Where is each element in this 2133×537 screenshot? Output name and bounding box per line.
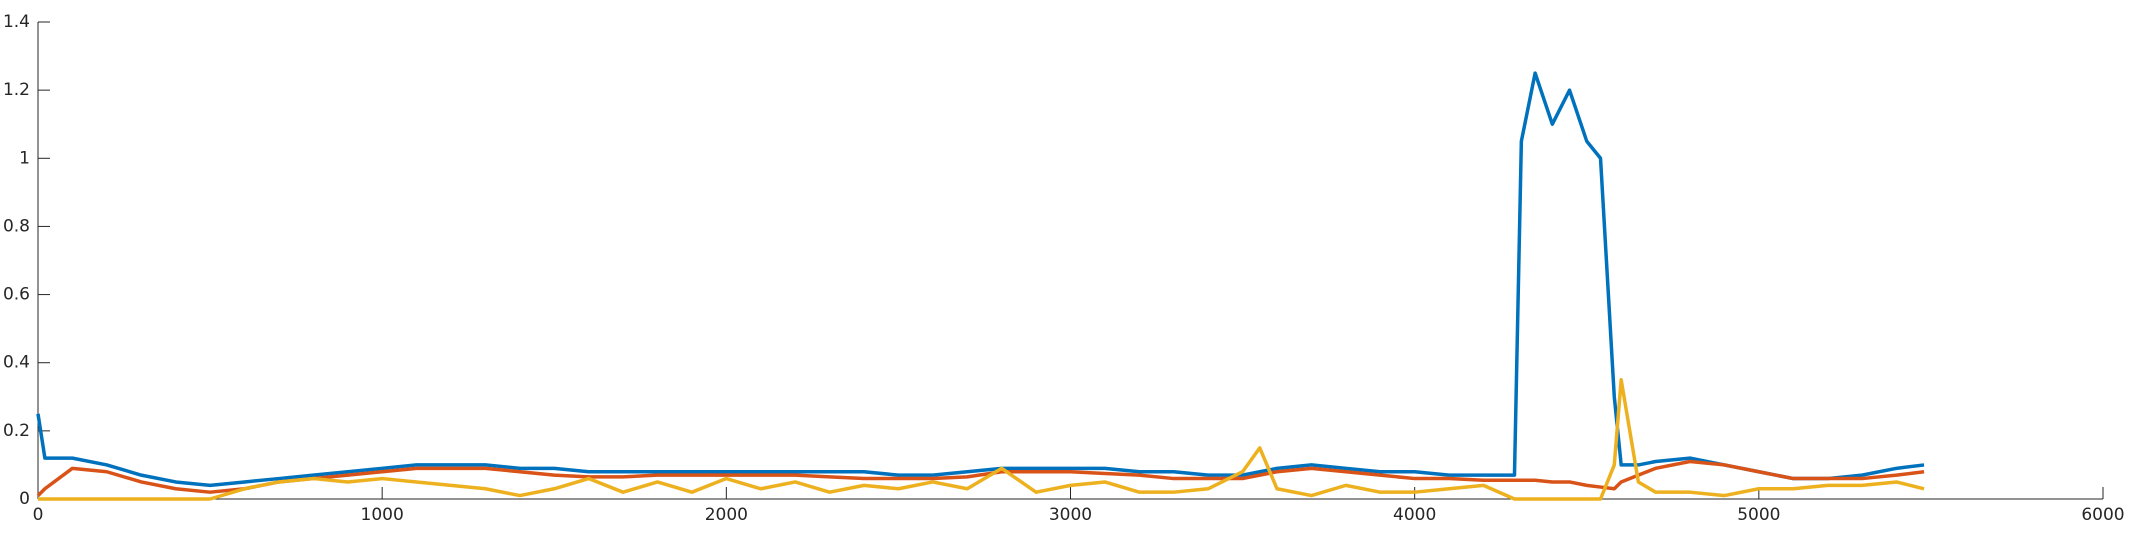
- y-tick-label: 1.4: [3, 12, 30, 32]
- y-tick-label: 0.6: [3, 285, 30, 305]
- x-tick-label: 4000: [1393, 505, 1436, 525]
- x-tick-label: 3000: [1049, 505, 1092, 525]
- y-tick-label: 0.4: [3, 353, 30, 373]
- y-tick-label: 0.2: [3, 421, 30, 441]
- y-tick-label: 0.8: [3, 216, 30, 236]
- y-tick-label: 0: [19, 489, 30, 509]
- y-tick-label: 1: [19, 148, 30, 168]
- x-tick-label: 1000: [361, 505, 404, 525]
- series-line: [38, 378, 1925, 501]
- series-line: [36, 459, 1925, 497]
- x-tick-label: 2000: [705, 505, 748, 525]
- x-tick-label: 0: [33, 505, 44, 525]
- y-tick-label: 1.2: [3, 80, 30, 100]
- x-tick-label: 5000: [1737, 505, 1780, 525]
- x-tick-label: 6000: [2081, 505, 2124, 525]
- series-line: [36, 71, 1925, 488]
